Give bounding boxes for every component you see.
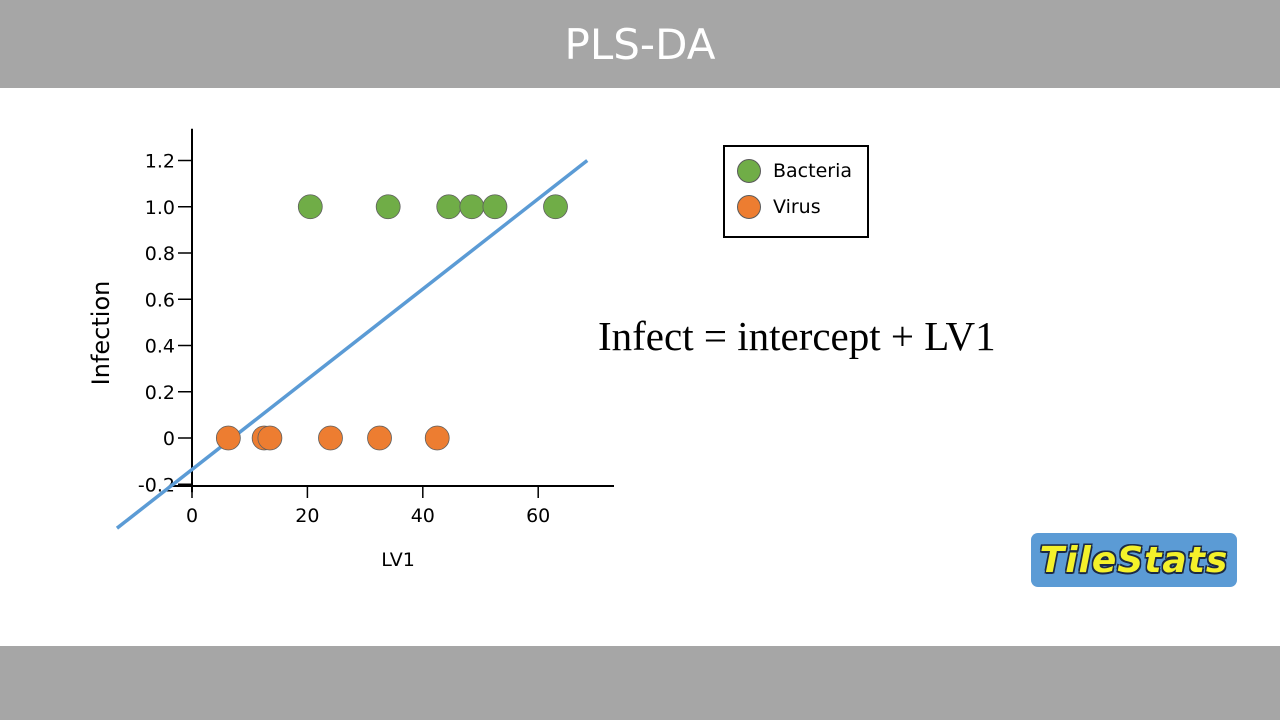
y-tick-label: 0.2 <box>145 382 175 404</box>
data-point-virus <box>318 425 343 451</box>
title-bar: PLS-DA <box>0 0 1280 88</box>
data-point-bacteria <box>459 194 485 220</box>
legend-label-bacteria: Bacteria <box>773 160 852 182</box>
model-equation: Infect = intercept + LV1 <box>598 313 996 359</box>
slide-title: PLS-DA <box>564 19 716 69</box>
legend-swatch-virus <box>737 195 761 219</box>
data-point-bacteria <box>375 194 401 220</box>
data-point-bacteria <box>543 194 568 220</box>
y-tick-label: 0.6 <box>145 289 175 311</box>
legend-swatch-bacteria <box>737 159 761 183</box>
x-axis-title: LV1 <box>381 549 415 571</box>
x-tick-label: 40 <box>411 505 435 527</box>
y-tick-label: 1.2 <box>145 151 175 173</box>
data-point-virus <box>367 425 392 451</box>
footer-bar <box>0 646 1280 720</box>
y-tick-label: 0.4 <box>145 336 175 358</box>
data-point-virus <box>215 425 241 451</box>
x-tick-label: 0 <box>186 505 198 527</box>
legend-label-virus: Virus <box>773 196 821 218</box>
y-tick-label: 0.8 <box>145 243 175 265</box>
x-tick-label: 20 <box>295 505 319 527</box>
legend-item-bacteria: Bacteria <box>737 159 852 183</box>
y-axis-title: Infection <box>87 281 115 386</box>
data-point-bacteria <box>482 194 508 220</box>
regression-line <box>115 159 589 530</box>
chart-legend: Bacteria Virus <box>723 145 869 238</box>
legend-item-virus: Virus <box>737 195 821 219</box>
tilestats-logo: TileStats <box>1031 533 1237 587</box>
data-point-virus <box>424 425 450 451</box>
y-tick-label: 1.0 <box>145 197 175 219</box>
y-tick-label: 0 <box>163 428 175 450</box>
logo-text: TileStats <box>1039 539 1229 581</box>
x-tick-label: 60 <box>526 505 550 527</box>
data-point-virus <box>257 425 283 451</box>
data-point-bacteria <box>436 194 462 220</box>
data-point-bacteria <box>297 194 323 220</box>
